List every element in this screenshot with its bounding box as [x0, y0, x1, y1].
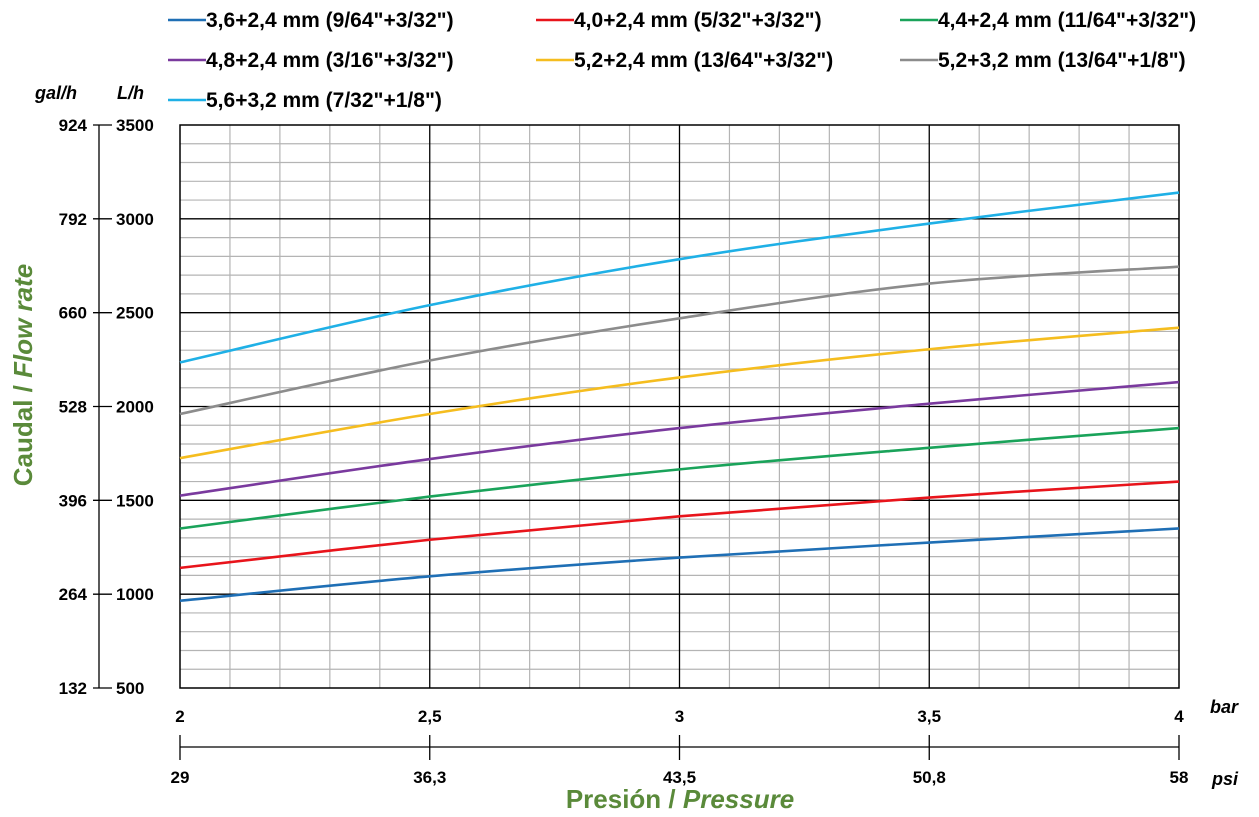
y-secondary-tick-label: 264 — [59, 585, 88, 604]
y-tick-label: 1000 — [116, 585, 154, 604]
x-axis-title: Presión / Pressure — [566, 784, 794, 814]
x-tick-label: 2 — [175, 707, 184, 726]
y-tick-label: 2000 — [116, 398, 154, 417]
series-line-5 — [179, 326, 1180, 460]
x-tick-label: 4 — [1174, 707, 1184, 726]
legend-label: 3,6+2,4 mm (9/64"+3/32") — [206, 9, 454, 32]
series-line-4 — [179, 380, 1180, 497]
y-axis-title-main: Caudal / — [8, 378, 38, 486]
series-line-6 — [179, 265, 1180, 416]
x-secondary-unit: psi — [1211, 769, 1239, 789]
series-line-2 — [179, 480, 1180, 570]
y-tick-label: 500 — [116, 679, 144, 698]
legend: 3,6+2,4 mm (9/64"+3/32") 4,0+2,4 mm (5/32… — [168, 9, 1196, 112]
y-secondary-tick-label: 660 — [59, 304, 87, 323]
legend-label: 5,2+2,4 mm (13/64"+3/32") — [574, 49, 833, 72]
x-tick-label: 3 — [675, 707, 684, 726]
y-secondary-tick-label: 528 — [59, 398, 87, 417]
x-secondary-tick-label: 43,5 — [663, 768, 696, 787]
y-secondary-tick-label: 924 — [59, 116, 88, 135]
y-tick-label: 3500 — [116, 116, 154, 135]
y-axis-title: Caudal / Flow rate — [8, 264, 38, 487]
legend-label: 5,6+3,2 mm (7/32"+1/8") — [206, 89, 442, 112]
y-axis-title-italic: Flow rate — [8, 264, 38, 378]
legend-label: 5,2+3,2 mm (13/64"+1/8") — [938, 49, 1186, 72]
y-secondary-unit: gal/h — [34, 83, 77, 103]
y-secondary-tick-label: 396 — [59, 491, 87, 510]
x-secondary-tick-label: 58 — [1170, 768, 1189, 787]
y-secondary-tick-label: 132 — [59, 679, 87, 698]
x-secondary-tick-label: 50,8 — [913, 768, 946, 787]
series-lines — [179, 191, 1180, 603]
x-tick-label: 2,5 — [418, 707, 442, 726]
series-line-7 — [179, 191, 1180, 364]
plot-border — [179, 124, 1180, 689]
x-axis-title-main: Presión / — [566, 784, 683, 814]
y-tick-label: 2500 — [116, 304, 154, 323]
grid — [179, 124, 1180, 689]
x-tick-label: 3,5 — [917, 707, 941, 726]
legend-label: 4,0+2,4 mm (5/32"+3/32") — [574, 9, 822, 32]
x-axis-title-italic: Pressure — [683, 784, 794, 814]
y-primary-unit: L/h — [117, 83, 144, 103]
axes: 500 1000 1500 2000 2500 3000 3500 132 264 396 528 6… — [59, 116, 1189, 787]
legend-label: 4,8+2,4 mm (3/16"+3/32") — [206, 49, 454, 72]
y-secondary-tick-label: 792 — [59, 210, 87, 229]
series-line-3 — [179, 426, 1180, 530]
x-secondary-tick-label: 29 — [171, 768, 190, 787]
series-line-1 — [179, 527, 1180, 603]
x-primary-unit: bar — [1210, 697, 1239, 717]
legend-label: 4,4+2,4 mm (11/64"+3/32") — [938, 9, 1196, 32]
y-tick-label: 3000 — [116, 210, 154, 229]
y-tick-label: 1500 — [116, 491, 154, 510]
x-secondary-tick-label: 36,3 — [413, 768, 446, 787]
